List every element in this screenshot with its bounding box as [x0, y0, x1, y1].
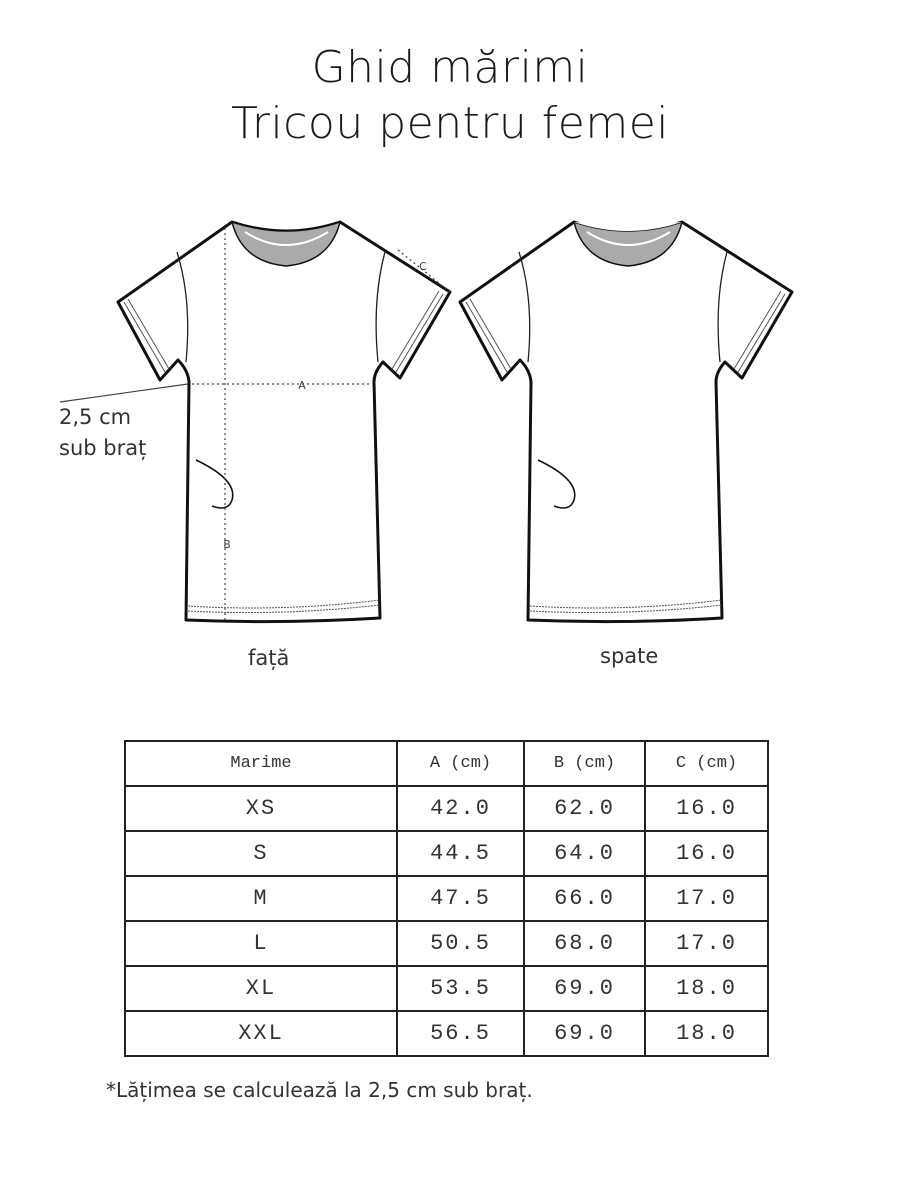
- c-cell: 16.0: [644, 785, 769, 832]
- size-cell: L: [124, 920, 398, 967]
- header-a: A (cm): [396, 740, 525, 787]
- header-b: B (cm): [523, 740, 646, 787]
- page-title: Ghid mărimi: [311, 42, 589, 93]
- size-cell: XXL: [124, 1010, 398, 1057]
- c-cell: 16.0: [644, 830, 769, 877]
- measure-c-label: C: [419, 260, 427, 273]
- b-cell: 69.0: [523, 965, 646, 1012]
- c-cell: 17.0: [644, 920, 769, 967]
- tshirt-diagram: A B C: [59, 220, 794, 624]
- size-cell: S: [124, 830, 398, 877]
- table-row: S 44.5 64.0 16.0: [124, 830, 769, 877]
- table-row: XS 42.0 62.0 16.0: [124, 785, 769, 832]
- back-tshirt-drawing: [458, 220, 794, 624]
- size-cell: XS: [124, 785, 398, 832]
- a-cell: 56.5: [396, 1010, 525, 1057]
- table-row: XXL 56.5 69.0 18.0: [124, 1010, 769, 1057]
- back-label: spate: [600, 644, 659, 668]
- table-header-row: Marime A (cm) B (cm) C (cm): [124, 740, 769, 787]
- a-cell: 47.5: [396, 875, 525, 922]
- size-cell: XL: [124, 965, 398, 1012]
- footnote: *Lățimea se calculează la 2,5 cm sub bra…: [106, 1078, 533, 1102]
- b-cell: 68.0: [523, 920, 646, 967]
- a-cell: 42.0: [396, 785, 525, 832]
- front-tshirt-drawing: [116, 220, 452, 624]
- c-cell: 17.0: [644, 875, 769, 922]
- armpit-note-line2: sub braț: [59, 436, 147, 460]
- armpit-note-line1: 2,5 cm: [59, 405, 132, 429]
- c-cell: 18.0: [644, 1010, 769, 1057]
- size-cell: M: [124, 875, 398, 922]
- b-cell: 64.0: [523, 830, 646, 877]
- header-c: C (cm): [644, 740, 769, 787]
- header-size: Marime: [124, 740, 398, 787]
- b-cell: 66.0: [523, 875, 646, 922]
- table-row: L 50.5 68.0 17.0: [124, 920, 769, 967]
- c-cell: 18.0: [644, 965, 769, 1012]
- table-row: XL 53.5 69.0 18.0: [124, 965, 769, 1012]
- size-table: Marime A (cm) B (cm) C (cm) XS 42.0 62.0 16…: [124, 740, 769, 1057]
- front-label: față: [248, 646, 290, 670]
- measure-a-label: A: [298, 379, 306, 392]
- a-cell: 53.5: [396, 965, 525, 1012]
- measure-lines: [59, 228, 451, 620]
- b-cell: 69.0: [523, 1010, 646, 1057]
- measure-b-label: B: [223, 538, 231, 551]
- a-cell: 44.5: [396, 830, 525, 877]
- b-cell: 62.0: [523, 785, 646, 832]
- table-row: M 47.5 66.0 17.0: [124, 875, 769, 922]
- a-cell: 50.5: [396, 920, 525, 967]
- page-subtitle: Tricou pentru femei: [230, 98, 670, 149]
